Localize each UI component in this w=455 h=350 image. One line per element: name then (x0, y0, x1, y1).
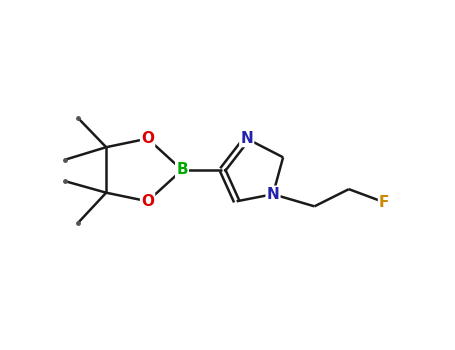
Text: N: N (267, 187, 279, 202)
Text: F: F (379, 195, 389, 210)
Text: N: N (240, 131, 253, 146)
Text: O: O (141, 194, 154, 209)
Text: O: O (141, 131, 154, 146)
Text: B: B (176, 162, 188, 177)
